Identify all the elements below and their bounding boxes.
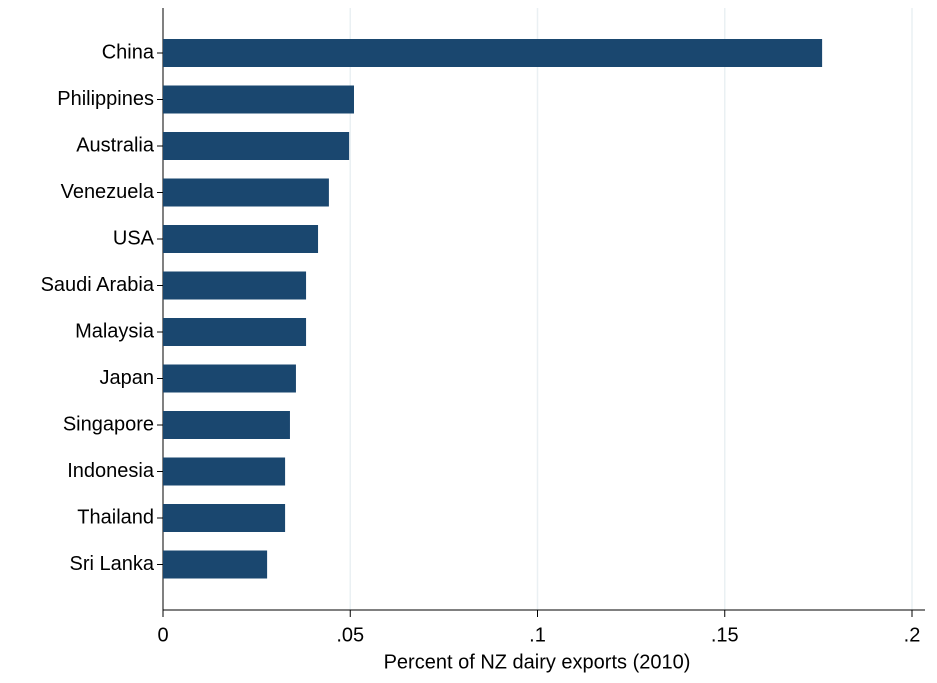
y-tick-label: Thailand xyxy=(77,506,154,528)
bar xyxy=(163,504,286,532)
y-tick-label: Japan xyxy=(100,367,155,389)
bar xyxy=(163,457,286,486)
y-tick-label: Sri Lanka xyxy=(70,553,155,575)
bar xyxy=(163,271,307,300)
x-tick-label: 0 xyxy=(157,624,168,646)
bar xyxy=(163,132,350,160)
x-tick-label: .1 xyxy=(529,624,546,646)
bar xyxy=(163,85,354,114)
bar xyxy=(163,550,268,579)
bar xyxy=(163,318,307,346)
x-axis-title: Percent of NZ dairy exports (2010) xyxy=(384,651,691,673)
y-tick-label: Venezuela xyxy=(61,181,155,203)
x-tick-label: .2 xyxy=(904,624,921,646)
y-tick-label: Philippines xyxy=(57,88,154,110)
bar xyxy=(163,225,319,253)
y-tick-label: Malaysia xyxy=(75,320,155,342)
y-tick-label: Saudi Arabia xyxy=(41,274,155,296)
bar xyxy=(163,39,823,67)
bar xyxy=(163,411,290,439)
y-tick-label: China xyxy=(102,41,155,63)
x-tick-label: .05 xyxy=(336,624,364,646)
bar xyxy=(163,178,329,207)
bar xyxy=(163,364,296,393)
y-tick-label: USA xyxy=(113,227,155,249)
y-tick-label: Australia xyxy=(76,134,155,156)
y-tick-label: Indonesia xyxy=(67,460,155,482)
x-tick-label: .15 xyxy=(711,624,739,646)
y-tick-label: Singapore xyxy=(63,413,154,435)
